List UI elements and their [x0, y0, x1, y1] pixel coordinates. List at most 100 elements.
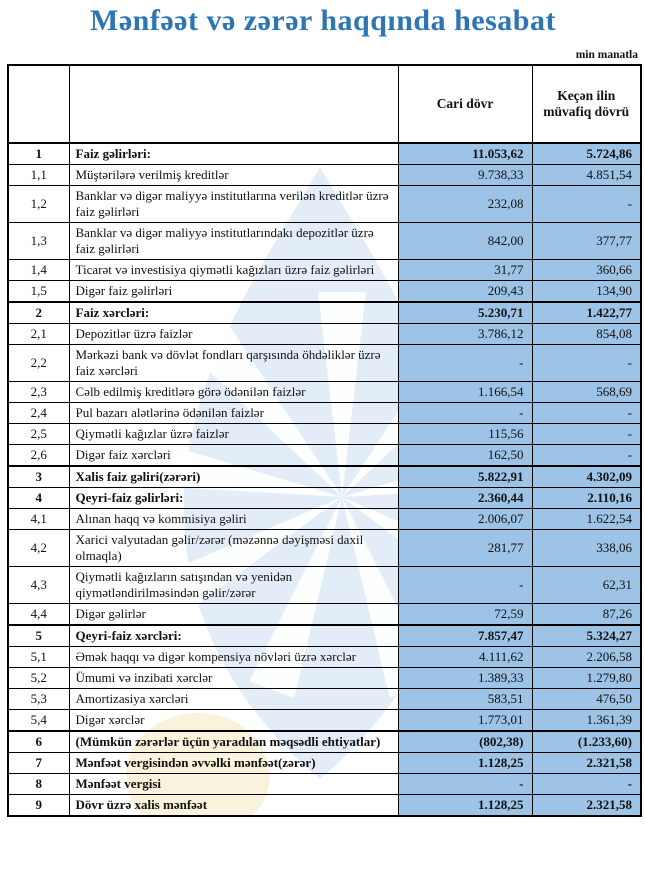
table-row: 5,3 Amortizasiya xərcləri 583,51 476,50 — [7, 687, 642, 710]
table-row: 2 Faiz xərcləri: 5.230,71 1.422,77 — [7, 300, 642, 324]
table-row: 5,1 Əmək haqqı və digər kompensiya növlə… — [7, 645, 642, 668]
row-current-value: 209,43 — [397, 279, 533, 302]
row-previous-value: 4.302,09 — [531, 464, 642, 488]
row-previous-value: 134,90 — [531, 279, 642, 302]
row-current-value: 162,50 — [397, 443, 533, 466]
row-number: 4,3 — [7, 565, 70, 604]
row-current-value: - — [397, 772, 533, 795]
row-current-value: 31,77 — [397, 258, 533, 281]
table-row: 1,5 Digər faiz gəlirləri 209,43 134,90 — [7, 279, 642, 302]
row-previous-value: 1.279,80 — [531, 666, 642, 689]
header-description-cell — [68, 64, 399, 143]
row-current-value: 583,51 — [397, 687, 533, 710]
row-current-value: 4.111,62 — [397, 645, 533, 668]
row-label: Digər xərclər — [68, 708, 399, 731]
table-row: 1,3 Banklar və digər maliyyə institutlar… — [7, 221, 642, 260]
row-label: Ticarət və investisiya qiymətli kağızlar… — [68, 258, 399, 281]
row-current-value: - — [397, 401, 533, 424]
header-current-period: Cari dövr — [397, 64, 533, 143]
row-current-value: 232,08 — [397, 184, 533, 223]
row-previous-value: 5.724,86 — [531, 141, 642, 165]
row-number: 1,1 — [7, 163, 70, 186]
row-previous-value: 5.324,27 — [531, 623, 642, 647]
header-previous-period: Keçən ilin müvafiq dövrü — [531, 64, 642, 143]
row-current-value: 842,00 — [397, 221, 533, 260]
page-title: Mənfəət və zərər haqqında hesabat — [90, 4, 556, 37]
row-number: 5,4 — [7, 708, 70, 731]
row-number: 1,2 — [7, 184, 70, 223]
row-previous-value: 2.321,58 — [531, 793, 642, 816]
table-row: 1 Faiz gəlirləri: 11.053,62 5.724,86 — [7, 141, 642, 165]
row-current-value: 1.128,25 — [397, 751, 533, 774]
table-row: 4,2 Xarici valyutadan gəlir/zərər (məzən… — [7, 528, 642, 567]
row-number: 1,5 — [7, 279, 70, 302]
table-row: 2,5 Qiymətli kağızlar üzrə faizlər 115,5… — [7, 422, 642, 445]
row-number: 1,4 — [7, 258, 70, 281]
row-current-value: 1.389,33 — [397, 666, 533, 689]
row-current-value: 72,59 — [397, 602, 533, 625]
row-previous-value: 62,31 — [531, 565, 642, 604]
table-row: 9 Dövr üzrə xalis mənfəət 1.128,25 2.321… — [7, 793, 642, 816]
row-current-value: 1.128,25 — [397, 793, 533, 816]
row-current-value: 5.822,91 — [397, 464, 533, 488]
row-previous-value: 1.422,77 — [531, 300, 642, 324]
row-current-value: - — [397, 343, 533, 382]
row-previous-value: 2.206,58 — [531, 645, 642, 668]
row-number: 2,6 — [7, 443, 70, 466]
row-label: Depozitlər üzrə faizlər — [68, 322, 399, 345]
row-number: 2,4 — [7, 401, 70, 424]
row-previous-value: - — [531, 184, 642, 223]
table-row: 5 Qeyri-faiz xərcləri: 7.857,47 5.324,27 — [7, 623, 642, 647]
row-number: 2 — [7, 300, 70, 324]
row-current-value: 1.773,01 — [397, 708, 533, 731]
row-label: Cəlb edilmiş kreditlərə görə ödənilən fa… — [68, 380, 399, 403]
table-row: 2,3 Cəlb edilmiş kreditlərə görə ödənilə… — [7, 380, 642, 403]
row-previous-value: 1.622,54 — [531, 507, 642, 530]
row-label: Digər faiz gəlirləri — [68, 279, 399, 302]
row-number: 2,5 — [7, 422, 70, 445]
table-row: 4,3 Qiymətli kağızların satışından və ye… — [7, 565, 642, 604]
row-number: 4,4 — [7, 602, 70, 625]
table-row: 2,1 Depozitlər üzrə faizlər 3.786,12 854… — [7, 322, 642, 345]
row-previous-value: 377,77 — [531, 221, 642, 260]
table-row: 3 Xalis faiz gəliri(zərəri) 5.822,91 4.3… — [7, 464, 642, 488]
row-label: Mərkəzi bank və dövlət fondları qarşısın… — [68, 343, 399, 382]
table-row: 4,4 Digər gəlirlər 72,59 87,26 — [7, 602, 642, 625]
row-number: 2,1 — [7, 322, 70, 345]
table-row: 5,4 Digər xərclər 1.773,01 1.361,39 — [7, 708, 642, 731]
row-previous-value: 4.851,54 — [531, 163, 642, 186]
row-number: 8 — [7, 772, 70, 795]
row-current-value: 7.857,47 — [397, 623, 533, 647]
row-number: 3 — [7, 464, 70, 488]
row-label: Digər gəlirlər — [68, 602, 399, 625]
profit-loss-table: Cari dövr Keçən ilin müvafiq dövrü 1 Fai… — [7, 63, 642, 817]
row-current-value: 115,56 — [397, 422, 533, 445]
row-previous-value: - — [531, 772, 642, 795]
row-number: 1,3 — [7, 221, 70, 260]
row-number: 4 — [7, 486, 70, 509]
table-row: 4,1 Alınan haqq və kommisiya gəliri 2.00… — [7, 507, 642, 530]
row-current-value: 2.360,44 — [397, 486, 533, 509]
row-current-value: 9.738,33 — [397, 163, 533, 186]
row-label: Ümumi və inzibati xərclər — [68, 666, 399, 689]
row-current-value: 2.006,07 — [397, 507, 533, 530]
row-number: 5,2 — [7, 666, 70, 689]
row-label: (Mümkün zərərlər üçün yaradılan məqsədli… — [68, 729, 399, 753]
row-number: 2,3 — [7, 380, 70, 403]
table-row: 6 (Mümkün zərərlər üçün yaradılan məqsəd… — [7, 729, 642, 753]
row-number: 5,3 — [7, 687, 70, 710]
row-label: Digər faiz xərcləri — [68, 443, 399, 466]
row-label: Dövr üzrə xalis mənfəət — [68, 793, 399, 816]
row-label: Qiymətli kağızlar üzrə faizlər — [68, 422, 399, 445]
row-label: Mənfəət vergisi — [68, 772, 399, 795]
row-label: Amortizasiya xərcləri — [68, 687, 399, 710]
header-number-cell — [7, 64, 70, 143]
row-previous-value: 338,06 — [531, 528, 642, 567]
row-current-value: 281,77 — [397, 528, 533, 567]
table-row: 2,2 Mərkəzi bank və dövlət fondları qarş… — [7, 343, 642, 382]
row-previous-value: 87,26 — [531, 602, 642, 625]
row-label: Xarici valyutadan gəlir/zərər (məzənnə d… — [68, 528, 399, 567]
row-number: 4,2 — [7, 528, 70, 567]
row-previous-value: - — [531, 443, 642, 466]
row-label: Qeyri-faiz xərcləri: — [68, 623, 399, 647]
